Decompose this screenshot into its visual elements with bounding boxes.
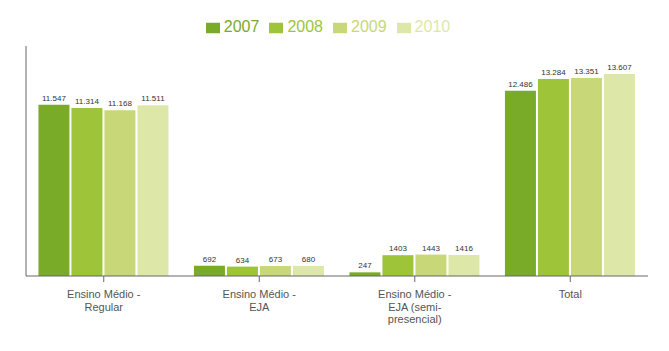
svg-text:Total: Total bbox=[559, 288, 582, 300]
svg-text:11.168: 11.168 bbox=[108, 99, 132, 108]
svg-text:692: 692 bbox=[203, 255, 217, 264]
html-text:2008: 2008 bbox=[287, 18, 323, 35]
svg-text:1416: 1416 bbox=[455, 244, 473, 253]
svg-text:11.314: 11.314 bbox=[75, 97, 99, 106]
html-text:2010: 2010 bbox=[414, 18, 451, 35]
svg-text:673: 673 bbox=[269, 255, 283, 264]
svg-text:Ensino Médio -EJA (semi-presen: Ensino Médio -EJA (semi-presencial) bbox=[378, 288, 452, 325]
svg-text:680: 680 bbox=[302, 255, 316, 264]
svg-text:11.511: 11.511 bbox=[141, 94, 165, 103]
svg-text:Ensino Médio -Regular: Ensino Médio -Regular bbox=[67, 288, 141, 313]
svg-text:247: 247 bbox=[358, 261, 372, 270]
svg-text:1403: 1403 bbox=[389, 244, 407, 253]
svg-text:12.486: 12.486 bbox=[508, 80, 533, 89]
svg-text:1443: 1443 bbox=[422, 244, 440, 253]
svg-text:11.547: 11.547 bbox=[42, 94, 66, 103]
svg-text:634: 634 bbox=[236, 256, 250, 265]
html-text:2007: 2007 bbox=[223, 18, 260, 35]
svg-text:13.351: 13.351 bbox=[574, 67, 599, 76]
html-text:2009: 2009 bbox=[351, 18, 387, 35]
svg-text:Ensino Médio -EJA: Ensino Médio -EJA bbox=[223, 288, 297, 313]
svg-text:13.284: 13.284 bbox=[541, 68, 566, 77]
svg-text:13.607: 13.607 bbox=[607, 63, 632, 72]
